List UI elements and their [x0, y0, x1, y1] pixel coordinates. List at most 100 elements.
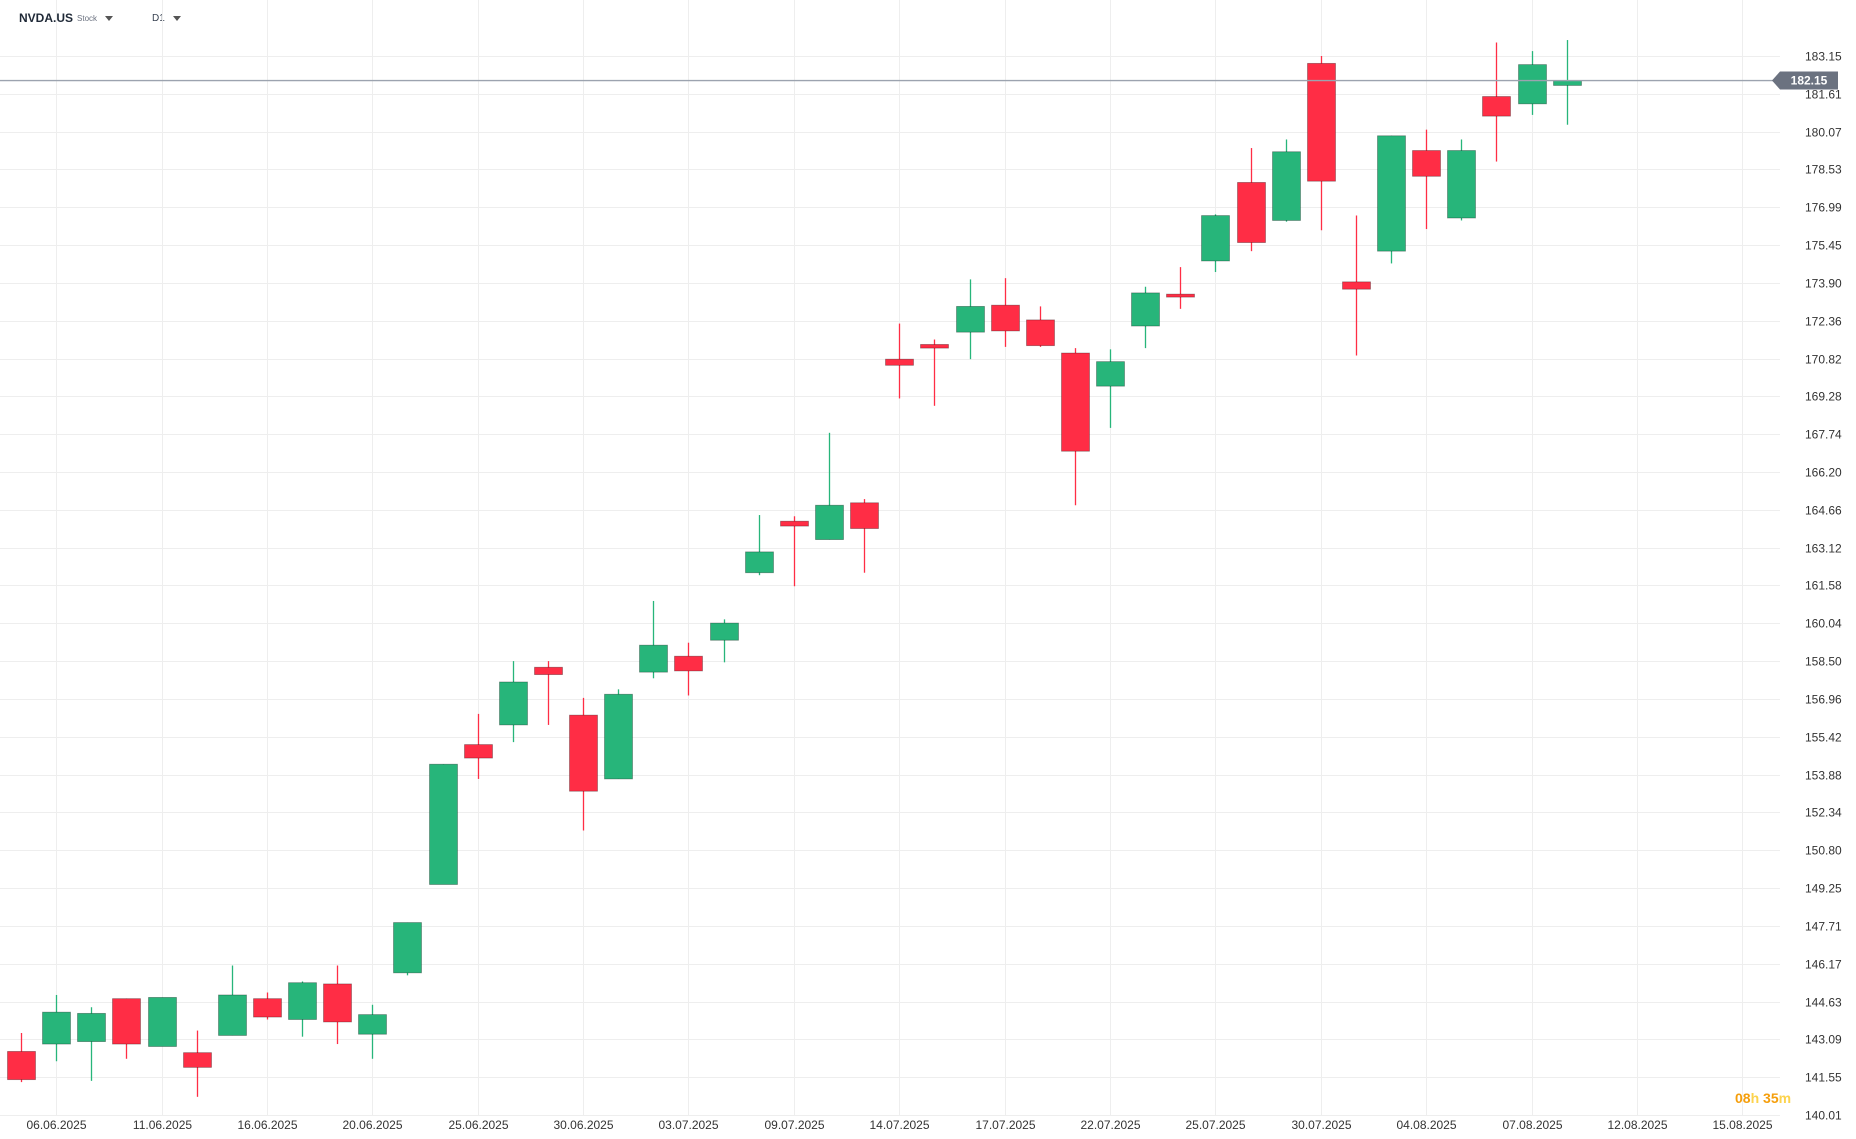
candle-body[interactable]: [1061, 352, 1090, 452]
x-tick-label: 15.08.2025: [1712, 1118, 1772, 1132]
y-tick-label: 161.58: [1805, 579, 1842, 593]
countdown-minutes: 35: [1763, 1090, 1779, 1106]
candle-body[interactable]: [323, 983, 352, 1023]
candle-countdown: 08h 35m: [1735, 1090, 1791, 1106]
candle-body[interactable]: [1447, 150, 1476, 219]
y-tick-label: 181.61: [1805, 88, 1842, 102]
candle-body[interactable]: [534, 666, 563, 676]
chevron-down-icon[interactable]: [172, 15, 181, 21]
candle-body[interactable]: [1553, 80, 1582, 86]
symbol-selector[interactable]: NVDA.US Stock: [19, 8, 114, 28]
timeframe-label: D1: [152, 12, 165, 24]
candle-body[interactable]: [991, 304, 1020, 332]
instrument-type: Stock: [77, 13, 98, 23]
x-tick-label: 12.08.2025: [1607, 1118, 1667, 1132]
candle-body[interactable]: [1131, 292, 1160, 327]
candle-body[interactable]: [604, 693, 633, 780]
y-tick-label: 149.25: [1805, 882, 1842, 896]
candle-body[interactable]: [1342, 281, 1371, 290]
x-tick-label: 25.07.2025: [1185, 1118, 1245, 1132]
y-tick-label: 160.04: [1805, 617, 1842, 631]
current-price-tag: [1772, 71, 1838, 90]
y-tick-label: 178.53: [1805, 163, 1842, 177]
candle-body[interactable]: [1026, 319, 1055, 347]
chevron-down-icon[interactable]: [105, 15, 114, 21]
candle-body[interactable]: [253, 998, 282, 1018]
y-tick-label: 163.12: [1805, 542, 1842, 556]
y-tick-label: 170.82: [1805, 353, 1842, 367]
candle-body[interactable]: [358, 1014, 387, 1035]
x-tick-label: 20.06.2025: [342, 1118, 402, 1132]
timeframe-selector[interactable]: D1: [152, 8, 181, 28]
candle-body[interactable]: [148, 997, 177, 1047]
candle-body[interactable]: [674, 655, 703, 672]
x-tick-label: 30.06.2025: [553, 1118, 613, 1132]
candle-body[interactable]: [288, 982, 317, 1020]
y-tick-label: 141.55: [1805, 1071, 1842, 1085]
candle-body[interactable]: [639, 644, 668, 673]
y-tick-label: 183.15: [1805, 50, 1842, 64]
candle-body[interactable]: [1307, 62, 1336, 182]
y-tick-label: 176.99: [1805, 201, 1842, 215]
symbol-name: NVDA.US: [19, 11, 74, 25]
y-tick-label: 144.63: [1805, 996, 1842, 1010]
x-tick-label: 11.06.2025: [133, 1118, 192, 1132]
x-tick-label: 17.07.2025: [975, 1118, 1035, 1132]
candle-body[interactable]: [464, 744, 493, 759]
y-tick-label: 175.45: [1805, 239, 1842, 253]
candle-body[interactable]: [1201, 215, 1230, 262]
candle-body[interactable]: [885, 358, 914, 366]
y-tick-label: 158.50: [1805, 655, 1842, 669]
candle-body[interactable]: [1237, 182, 1266, 243]
candle-body[interactable]: [569, 714, 598, 792]
y-tick-label: 172.36: [1805, 315, 1842, 329]
x-tick-label: 22.07.2025: [1080, 1118, 1140, 1132]
candle-body[interactable]: [499, 681, 528, 726]
candle-body[interactable]: [1482, 96, 1511, 117]
x-tick-label: 03.07.2025: [658, 1118, 718, 1132]
candle-body[interactable]: [956, 305, 985, 333]
countdown-hours: 08: [1735, 1090, 1751, 1106]
y-tick-label: 173.90: [1805, 277, 1842, 291]
candle-body[interactable]: [218, 994, 247, 1036]
x-tick-label: 25.06.2025: [448, 1118, 508, 1132]
candle-body[interactable]: [1377, 135, 1406, 252]
countdown-minutes-unit: m: [1778, 1090, 1792, 1106]
candle-body[interactable]: [42, 1011, 71, 1045]
x-tick-label: 04.08.2025: [1396, 1118, 1456, 1132]
candle-body[interactable]: [920, 344, 949, 349]
current-price-label: 182.15: [1791, 74, 1828, 88]
candle-body[interactable]: [429, 763, 458, 885]
candle-body[interactable]: [850, 502, 879, 529]
candle-body[interactable]: [1096, 361, 1125, 387]
candle-body[interactable]: [77, 1012, 106, 1043]
candle-body[interactable]: [112, 998, 141, 1045]
y-tick-label: 164.66: [1805, 504, 1842, 518]
candle-body[interactable]: [1166, 293, 1195, 298]
y-tick-label: 180.07: [1805, 126, 1842, 140]
candle-body[interactable]: [815, 504, 844, 540]
candle-body[interactable]: [1412, 150, 1441, 177]
x-tick-label: 07.08.2025: [1502, 1118, 1562, 1132]
candle-body[interactable]: [745, 551, 774, 574]
candle-body[interactable]: [1272, 151, 1301, 221]
countdown-hours-unit: h: [1750, 1090, 1760, 1106]
y-tick-label: 143.09: [1805, 1033, 1842, 1047]
candle-body[interactable]: [780, 520, 809, 527]
y-tick-label: 169.28: [1805, 390, 1842, 404]
y-tick-label: 167.74: [1805, 428, 1842, 442]
x-tick-label: 30.07.2025: [1291, 1118, 1351, 1132]
candle-body[interactable]: [183, 1052, 212, 1068]
y-tick-label: 156.96: [1805, 693, 1842, 707]
candle-body[interactable]: [710, 622, 739, 641]
candle-body[interactable]: [1518, 64, 1547, 105]
y-tick-label: 166.20: [1805, 466, 1842, 480]
y-tick-label: 155.42: [1805, 731, 1842, 745]
y-tick-label: 147.71: [1805, 920, 1842, 934]
y-tick-label: 150.80: [1805, 844, 1842, 858]
y-tick-label: 152.34: [1805, 806, 1842, 820]
candle-body[interactable]: [7, 1051, 36, 1081]
candle-body[interactable]: [393, 922, 422, 974]
x-tick-label: 16.06.2025: [237, 1118, 297, 1132]
